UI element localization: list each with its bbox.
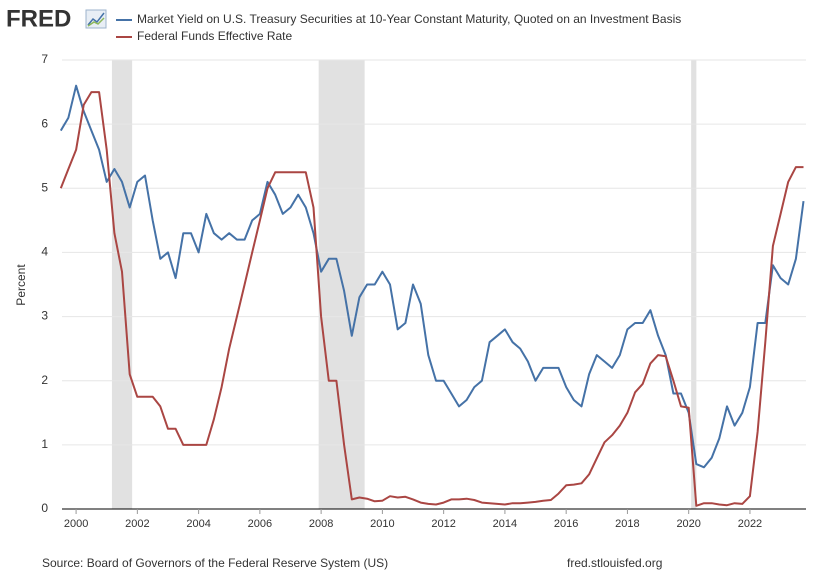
y-tick-label: 5	[41, 180, 48, 194]
legend-label: Federal Funds Effective Rate	[137, 29, 293, 43]
x-tick-label: 2022	[738, 518, 762, 530]
logo-icon	[85, 9, 107, 29]
x-tick-label: 2000	[64, 518, 88, 530]
site: fred.stlouisfed.org	[567, 556, 662, 570]
legend-label: Market Yield on U.S. Treasury Securities…	[137, 12, 681, 26]
x-tick-label: 2002	[125, 518, 149, 530]
x-tick-label: 2014	[493, 518, 517, 530]
logo: FRED	[6, 5, 71, 32]
source: Source: Board of Governors of the Federa…	[42, 556, 388, 570]
x-tick-label: 2020	[676, 518, 700, 530]
y-tick-label: 4	[41, 245, 48, 259]
y-tick-label: 0	[41, 501, 48, 515]
x-tick-label: 2004	[186, 518, 210, 530]
y-axis-label: Percent	[14, 264, 28, 306]
line-series	[59, 91, 804, 507]
y-tick-label: 6	[41, 116, 48, 130]
y-tick-label: 3	[41, 309, 48, 323]
x-tick-label: 2012	[431, 518, 455, 530]
recession-band	[691, 60, 697, 509]
x-tick-label: 2006	[248, 518, 272, 530]
y-tick-label: 1	[41, 437, 48, 451]
line-series	[59, 84, 805, 469]
x-tick-label: 2008	[309, 518, 333, 530]
x-tick-label: 2016	[554, 518, 578, 530]
y-tick-label: 2	[41, 373, 48, 387]
x-tick-label: 2010	[370, 518, 394, 530]
y-tick-label: 7	[41, 52, 48, 66]
x-tick-label: 2018	[615, 518, 639, 530]
